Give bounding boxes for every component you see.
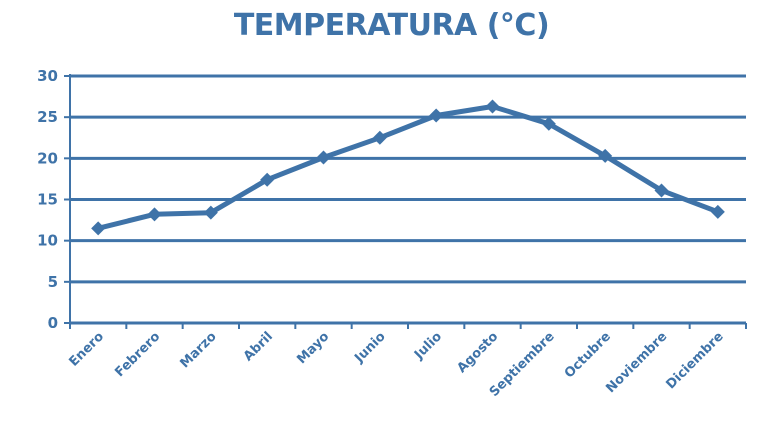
x-tick-label: Julio	[411, 329, 445, 363]
x-tick-label: Junio	[351, 329, 388, 366]
y-tick-label: 5	[48, 273, 58, 291]
x-tick-label: Marzo	[178, 329, 220, 371]
data-point-junio	[372, 130, 387, 145]
y-tick-label: 30	[37, 67, 58, 85]
y-tick-labels: 0 5 10 15 20 25 30	[37, 67, 58, 332]
x-tick-label: Mayo	[294, 329, 332, 367]
x-tick-label: Noviembre	[603, 329, 670, 396]
data-point-abril	[260, 172, 275, 187]
gridlines	[70, 74, 746, 284]
series-line	[95, 104, 721, 231]
data-point-octubre	[598, 148, 613, 163]
y-tick-label: 20	[37, 149, 58, 167]
data-point-febrero	[147, 207, 162, 222]
x-tick-label: Abril	[241, 329, 276, 364]
series-temperature	[91, 99, 725, 236]
x-tick-label: Diciembre	[664, 329, 727, 392]
x-tick-labels: Enero Febrero Marzo Abril Mayo Junio Julio Agos…	[66, 329, 726, 400]
data-point-marzo	[203, 205, 218, 220]
y-tick-label: 0	[48, 314, 58, 332]
data-point-mayo	[316, 150, 331, 165]
y-tick-label: 15	[37, 191, 58, 209]
data-point-septiembre	[541, 116, 556, 131]
axes	[64, 74, 747, 329]
y-tick-label: 25	[37, 108, 58, 126]
x-tick-label: Febrero	[112, 329, 163, 380]
y-tick-label: 10	[37, 232, 58, 250]
data-point-noviembre	[654, 183, 669, 198]
x-tick-label: Octubre	[562, 329, 614, 381]
chart-title: TEMPERATURA (°C)	[233, 8, 550, 43]
data-point-julio	[429, 108, 444, 123]
x-tick-label: Agosto	[455, 329, 502, 376]
data-point-diciembre	[710, 204, 725, 219]
x-tick-label: Enero	[66, 329, 107, 370]
data-point-agosto	[485, 99, 500, 114]
data-point-enero	[91, 221, 106, 236]
